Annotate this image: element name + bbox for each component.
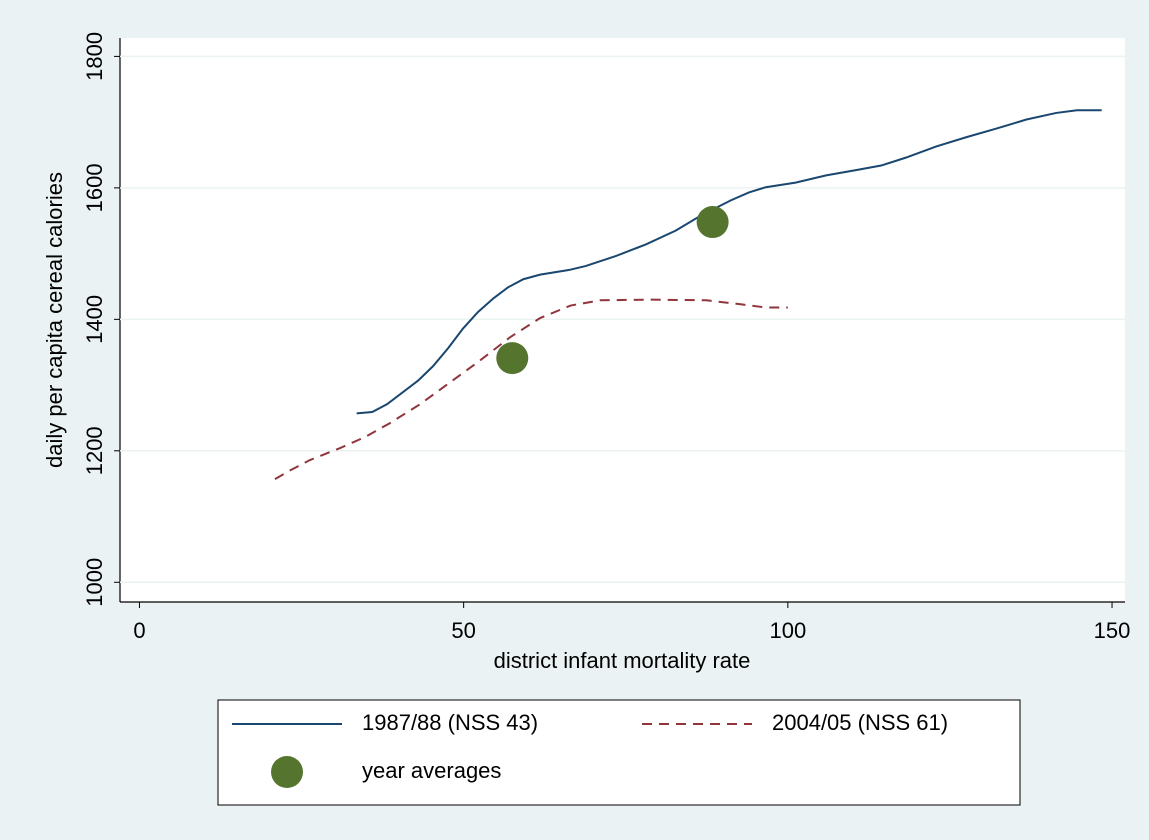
legend-box — [217, 699, 1021, 806]
average-marker — [696, 206, 729, 239]
legend-label: 1987/88 (NSS 43) — [362, 710, 538, 735]
y-tick-label: 1200 — [82, 426, 107, 475]
average-marker — [496, 342, 529, 375]
legend-label: 2004/05 (NSS 61) — [772, 710, 948, 735]
legend-label: year averages — [362, 758, 501, 783]
x-tick-label: 100 — [769, 618, 806, 643]
line-series — [274, 298, 788, 480]
y-tick-label: 1600 — [82, 163, 107, 212]
legend-marker — [271, 756, 303, 788]
y-tick-label: 1400 — [82, 295, 107, 344]
x-tick-label: 150 — [1094, 618, 1131, 643]
y-tick-label: 1000 — [82, 558, 107, 607]
x-tick-label: 50 — [451, 618, 475, 643]
y-tick-label: 1800 — [82, 32, 107, 81]
x-axis-title: district infant mortality rate — [494, 648, 751, 673]
line-series — [356, 109, 1102, 415]
x-tick-label: 0 — [133, 618, 145, 643]
y-axis-title: daily per capita cereal calories — [42, 172, 67, 468]
